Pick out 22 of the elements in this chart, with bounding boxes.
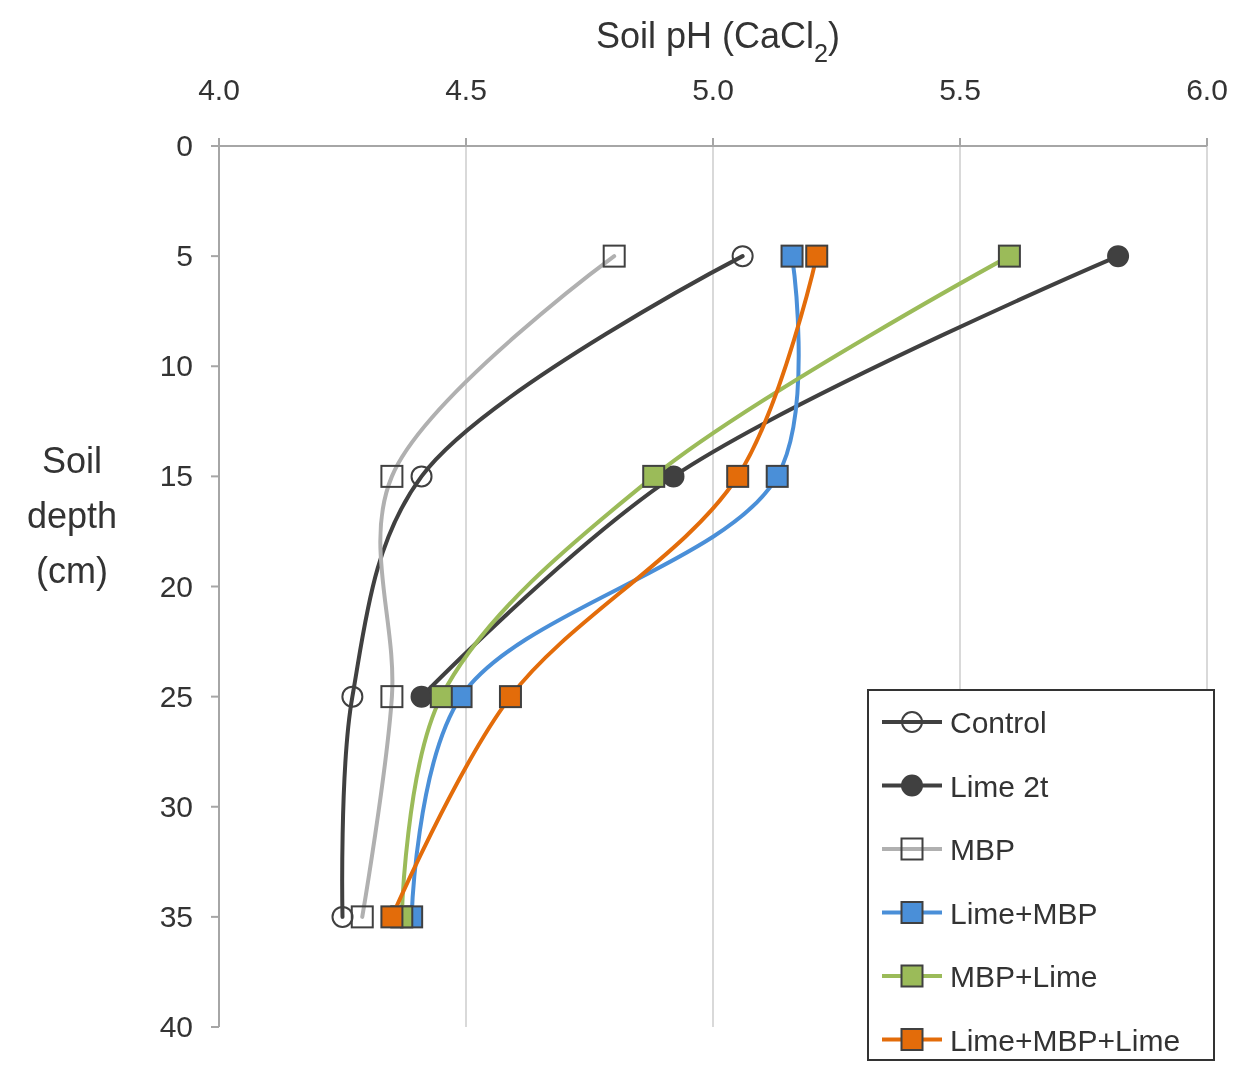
x-tick-label: 4.5 bbox=[445, 73, 487, 106]
legend-label: Lime+MBP bbox=[950, 896, 1098, 930]
y-tick-label: 15 bbox=[159, 459, 193, 493]
legend-label: MBP+Lime bbox=[950, 960, 1098, 993]
y-tick-label: 25 bbox=[159, 679, 193, 713]
legend-label: MBP bbox=[950, 833, 1016, 866]
y-tick-label: 0 bbox=[176, 129, 193, 162]
y-tick-label: 40 bbox=[159, 1010, 193, 1043]
y-tick-label: 35 bbox=[159, 899, 193, 933]
legend-label: Lime 2t bbox=[950, 769, 1050, 803]
x-tick-label: 6.0 bbox=[1186, 73, 1228, 106]
y-tick-label: 10 bbox=[159, 349, 193, 383]
y-axis-title: Soil depth (cm) bbox=[26, 440, 118, 591]
y-tick-label: 5 bbox=[176, 239, 193, 273]
x-tick-label: 5.5 bbox=[939, 73, 981, 106]
y-tick-label: 30 bbox=[159, 789, 193, 823]
x-tick-label: 5.0 bbox=[692, 73, 734, 106]
legend-label: Lime+MBP+Lime bbox=[950, 1023, 1181, 1057]
chart-title: Soil pH (CaCl$_{2}$) bbox=[595, 15, 841, 67]
y-tick-label: 20 bbox=[159, 569, 193, 603]
legend-label: Control bbox=[950, 706, 1047, 739]
x-tick-label: 4.0 bbox=[198, 73, 240, 106]
